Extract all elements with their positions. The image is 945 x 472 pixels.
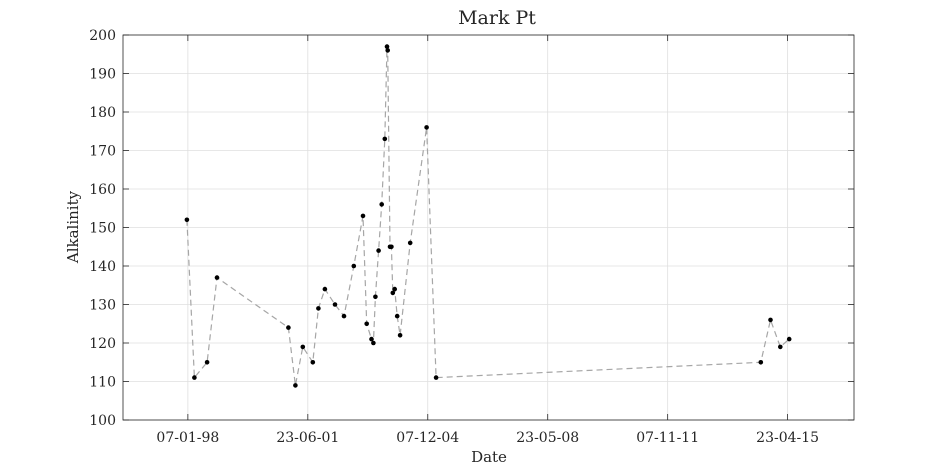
x-axis-tick-labels: 07-01-98 23-06-01 07-12-04 23-05-08 07-11-11… [156, 430, 819, 446]
data-point [286, 325, 291, 330]
y-tick-label: 140 [89, 259, 116, 275]
data-point [341, 313, 347, 319]
data-point [360, 213, 366, 219]
data-point [310, 360, 316, 365]
data-point [390, 290, 396, 296]
data-point [184, 217, 190, 223]
data-point [389, 244, 394, 250]
y-tick-label: 180 [89, 105, 116, 121]
data-point [293, 383, 298, 388]
data-point [371, 340, 376, 346]
x-tick-label: 23-04-15 [756, 430, 819, 446]
data-point [433, 375, 439, 380]
y-tick-label: 120 [89, 336, 116, 352]
data-point [204, 360, 210, 365]
y-tick-label: 130 [89, 298, 116, 314]
data-point [192, 375, 197, 380]
data-point [369, 336, 374, 342]
y-axis-label: Alkalinity [64, 190, 82, 264]
x-tick-label: 07-11-11 [636, 430, 699, 446]
y-tick-label: 200 [89, 28, 116, 44]
x-axis-label: Date [471, 448, 507, 466]
x-tick-label: 23-06-01 [276, 430, 339, 446]
data-point [316, 306, 321, 311]
data-point [394, 313, 400, 319]
data-points [184, 44, 792, 388]
data-point [373, 294, 378, 300]
x-tick-label: 23-05-08 [516, 430, 579, 446]
x-tick-label: 07-01-98 [156, 430, 219, 446]
data-point [379, 202, 385, 207]
data-point [385, 48, 391, 53]
data-point [778, 344, 783, 350]
y-tick-label: 150 [89, 221, 116, 237]
data-point [364, 321, 370, 327]
y-tick-label: 190 [89, 67, 116, 83]
data-point [351, 263, 357, 269]
series-line-layer [186, 46, 790, 386]
data-point [322, 286, 328, 292]
series-line [186, 46, 790, 386]
y-tick-label: 170 [89, 144, 116, 160]
data-point [392, 286, 398, 292]
chart-title: Mark Pt [458, 7, 536, 29]
data-point [332, 302, 338, 307]
data-point [300, 344, 306, 350]
data-point [407, 240, 413, 246]
data-point [397, 333, 403, 338]
y-tick-label: 100 [89, 413, 116, 429]
data-point [214, 275, 220, 280]
data-point [424, 125, 429, 130]
data-point [384, 44, 390, 49]
y-axis-tick-labels: 100 110 120 130 140 150 160 170 180 190 200 [89, 28, 116, 429]
data-point [768, 317, 773, 323]
data-point [786, 336, 792, 342]
data-point [376, 248, 381, 253]
axis-ticks [123, 34, 854, 421]
data-point [382, 136, 388, 142]
y-tick-label: 110 [89, 375, 116, 391]
grid [123, 34, 854, 421]
x-tick-label: 07-12-04 [396, 430, 459, 446]
data-point [758, 360, 764, 365]
y-tick-label: 160 [89, 182, 116, 198]
